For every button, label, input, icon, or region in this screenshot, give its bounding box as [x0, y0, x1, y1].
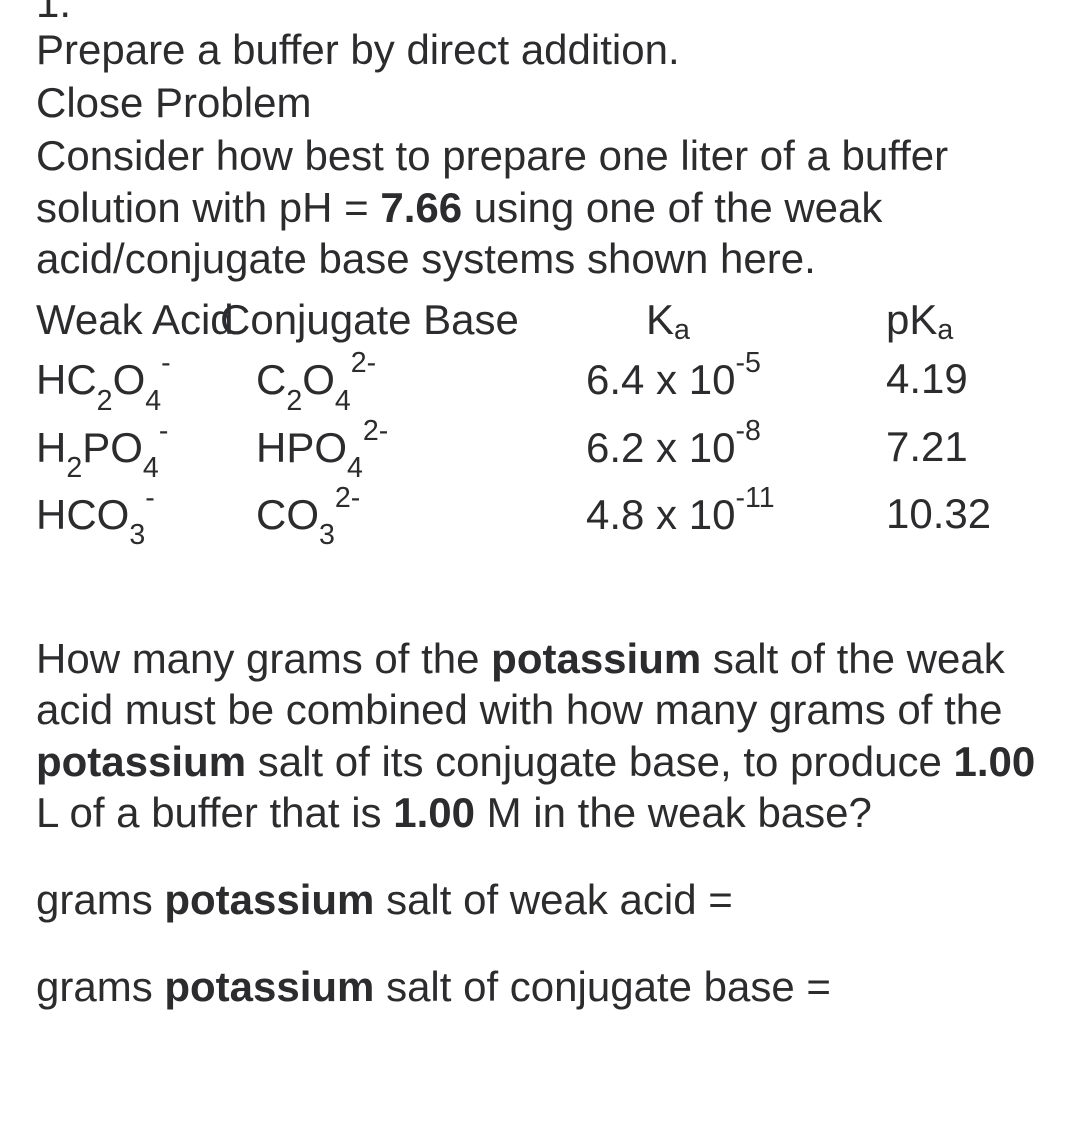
table-row: CO32- [256, 484, 586, 551]
col-header-ka: Ka [586, 290, 886, 349]
table-row: 6.2 x 10-8 [586, 417, 886, 484]
table-row: HPO42- [256, 417, 586, 484]
prep-line: Prepare a buffer by direct addition. [36, 24, 1044, 75]
problem-statement: Consider how best to prepare one liter o… [36, 130, 1044, 284]
table-row: C2O42- [256, 349, 586, 416]
table-row: HCO3- [36, 484, 256, 551]
table-row: 10.32 [886, 484, 1046, 551]
table-row: 6.4 x 10-5 [586, 349, 886, 416]
table-row: H2PO4- [36, 417, 256, 484]
table-row: HC2O4- [36, 349, 256, 416]
close-problem: Close Problem [36, 77, 1044, 128]
acid-base-table: Weak Acid Conjugate Base Ka pKa HC2O4- C… [36, 290, 1044, 551]
col-header-pka: pKa [886, 290, 1046, 349]
table-row: 4.19 [886, 349, 1046, 416]
table-row: 7.21 [886, 417, 1046, 484]
table-row: 4.8 x 10-11 [586, 484, 886, 551]
question-paragraph: How many grams of the potassium salt of … [36, 633, 1044, 838]
item-number: 1. [36, 0, 1044, 22]
answer-line-weak-acid: grams potassium salt of weak acid = [36, 874, 1044, 925]
answer-line-conj-base: grams potassium salt of conjugate base = [36, 961, 1044, 1012]
col-header-conj-base: Conjugate Base [220, 290, 586, 349]
